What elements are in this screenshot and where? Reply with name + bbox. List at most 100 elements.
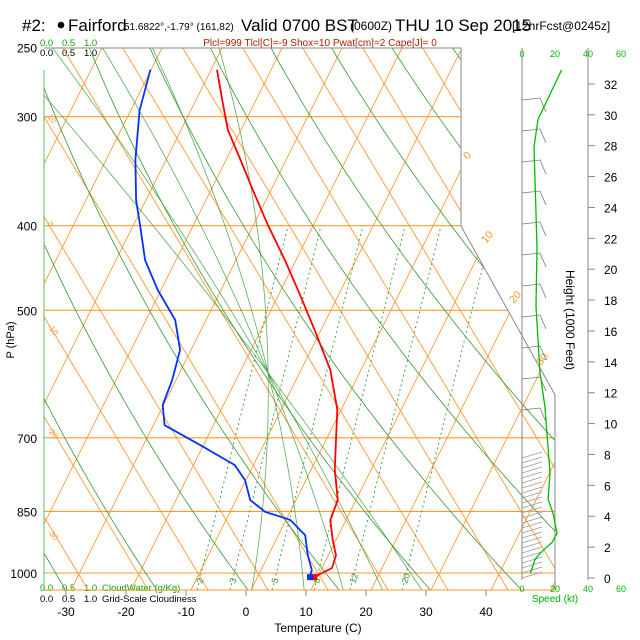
wind-barb-hatch: [521, 561, 543, 569]
dry-adiabat-line: [44, 48, 341, 590]
cloudiness-tick: 0.0: [40, 594, 53, 605]
wind-barb-hatch: [521, 476, 543, 484]
wind-barb-icon: [521, 252, 547, 268]
wind-barb-hatch: [521, 516, 543, 524]
height-tick-label: 26: [604, 171, 618, 185]
wind-barb-hatch: [521, 466, 543, 474]
adiabat-line: [213, 48, 555, 590]
cloudiness-tick: 1.0: [84, 594, 97, 605]
wind-barb-hatch: [521, 491, 543, 499]
dry-adiabat-line: [321, 48, 555, 590]
mixing-ratio-line: [349, 225, 442, 590]
forecast-info: [12hrFcst@0245z]: [512, 19, 610, 33]
mixing-ratio-label: 2: [194, 577, 205, 585]
diagram-grid: [44, 32, 640, 591]
speed-tick-top: 60: [616, 49, 626, 59]
height-tick-label: 10: [604, 418, 618, 432]
adiabat-line: [44, 48, 335, 590]
dewpoint-line: [134, 69, 313, 578]
station-name: Fairford: [68, 16, 127, 35]
height-axis-title: Height (1000 Feet): [563, 270, 577, 370]
cloudwater-tick: 0.0: [40, 38, 53, 49]
temperature-tick-label: 0: [243, 605, 250, 619]
isotherm-line: [44, 48, 127, 590]
utc-time: (0600Z): [350, 19, 392, 33]
height-tick-label: 2: [604, 541, 611, 555]
speed-tick-bottom: 20: [550, 584, 560, 594]
speed-tick-bottom: 0: [519, 584, 524, 594]
pressure-tick-label: 250: [17, 42, 37, 56]
mixing-ratio-line: [229, 225, 322, 590]
x-axis-title: Temperature (C): [274, 621, 361, 635]
wind-barb-hatch: [521, 511, 543, 519]
dry-adiabat-line: [621, 32, 640, 591]
cloud-scale-top: 0.0 0.5 1.0 0.0 0.5 1.0: [40, 38, 97, 59]
adiabat-line: [93, 48, 455, 590]
mixing-ratio-label: 8: [311, 577, 322, 585]
speed-tick-bottom: 40: [583, 584, 593, 594]
moist-adiabat-line: [44, 48, 424, 590]
mixing-ratio-label: 20: [399, 572, 412, 585]
dry-adiabat-line: [44, 48, 159, 590]
height-tick-label: 12: [604, 387, 618, 401]
wind-barb-hatch: [521, 541, 543, 549]
moist-adiabat-line: [144, 48, 305, 590]
cloudwater-label: CloudWater (g/Kg): [102, 583, 180, 594]
dry-adiabat-line: [44, 48, 250, 590]
mixing-ratio-label: 5: [269, 577, 280, 585]
wind-speed-line: [529, 69, 563, 574]
height-tick-label: 18: [604, 294, 618, 308]
station-number: #2:: [22, 16, 46, 35]
wind-barb-icon: [521, 314, 547, 330]
dry-adiabat-line: [202, 48, 555, 590]
cloudiness-label: Grid-Scale Cloudiness: [102, 594, 197, 605]
wind-barb-hatch: [521, 521, 543, 529]
mixing-ratio-label: 3: [227, 577, 238, 585]
isotherm-line: [44, 48, 307, 590]
wind-barb-icon: [521, 407, 547, 423]
isotherm-line: [365, 48, 555, 590]
height-tick-label: 28: [604, 140, 618, 154]
pressure-tick-label: 700: [17, 432, 37, 446]
temperature-tick-label: 10: [299, 605, 313, 619]
height-tick-label: 30: [604, 109, 618, 123]
wind-barb-hatch: [521, 461, 543, 469]
speed-tick-top: 20: [550, 49, 560, 59]
wind-barb-hatch: [521, 471, 543, 479]
moist-adiabat-line: [214, 48, 269, 590]
speed-tick-bottom: 60: [616, 584, 626, 594]
mixing-ratio-label: 12: [347, 572, 360, 585]
y-axis-title: P (hPa): [5, 321, 17, 358]
height-tick-label: 22: [604, 232, 618, 246]
height-tick-label: 14: [604, 356, 618, 370]
adiabat-line: [273, 48, 555, 590]
dry-adiabat-line: [142, 48, 524, 590]
cloudwater-tick: 0.5: [62, 583, 75, 594]
wind-barb-icon: [521, 283, 547, 299]
mixing-ratio-line: [313, 225, 406, 590]
wind-barb-hatch: [521, 536, 543, 544]
temperature-tick-label: -20: [117, 605, 135, 619]
cloudwater-tick: 1.0: [84, 583, 97, 594]
wind-barb-icon: [521, 345, 547, 361]
temperature-tick-label: 30: [419, 605, 433, 619]
isotherm-line: [485, 48, 555, 590]
surface-dewpoint-marker: [307, 574, 314, 581]
wind-barb-hatch: [521, 506, 543, 514]
wind-barb-icon: [521, 128, 547, 144]
moist-adiabat-line: [92, 48, 345, 590]
adiabat-line: [44, 48, 275, 590]
isotherm-line: [65, 48, 367, 590]
isotherm-line: [245, 48, 547, 590]
plot-border: [44, 47, 556, 590]
isotherm-line: [305, 48, 555, 590]
temperature-tick-label: 20: [359, 605, 373, 619]
cloudiness-tick: 0.5: [62, 594, 75, 605]
isotherm-label: 30: [534, 351, 551, 368]
wind-barb-hatch: [521, 526, 543, 534]
wind-barb-hatch: [521, 481, 543, 489]
isotherm-line: [44, 48, 187, 590]
wind-barb-hatch: [521, 546, 543, 554]
